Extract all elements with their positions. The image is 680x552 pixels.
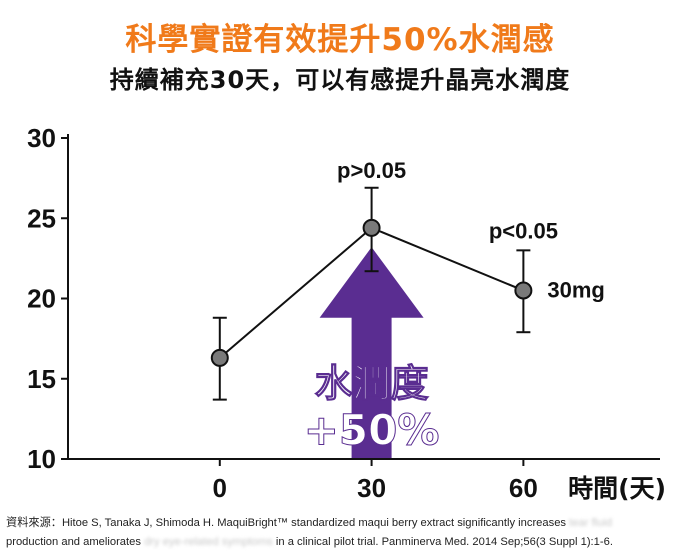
data-point [362,218,381,237]
annotation-p-30: p>0.05 [337,158,406,183]
x-tick-label: 0 [213,473,227,503]
page-title: 科學實證有效提升50%水潤感 [125,22,555,58]
annotation-p-60: p<0.05 [489,218,558,243]
series-label: 30mg [547,277,604,302]
y-tick-label: 25 [27,203,56,233]
x-tick-label: 60 [509,473,538,503]
data-point [210,348,229,367]
data-point [514,281,533,300]
x-tick-label: 30 [357,473,386,503]
growth-arrow [319,247,424,459]
arrow-label-percent: +50% [304,406,440,455]
x-axis-label: 時間(天) [568,474,666,503]
arrow-label-moisture: 水潤度 [315,361,429,405]
y-tick-label: 20 [27,284,56,314]
y-tick-label: 30 [27,123,56,153]
y-tick-label: 10 [27,444,56,474]
source-text-2: production and ameliorates [6,536,141,548]
source-text-3: in a clinical pilot trial. Panminerva Me… [275,536,613,548]
source-text-1: 資料來源：Hitoe S, Tanaka J, Shimoda H. Maqui… [6,517,567,529]
page-subtitle: 持續補充30天，可以有感提升晶亮水潤度 [109,66,571,94]
source-blurred-2: dry eye-related symptoms [144,536,273,548]
y-tick-label: 15 [27,364,56,394]
source-citation: 資料來源：Hitoe S, Tanaka J, Shimoda H. Maqui… [6,514,674,552]
source-blurred-1: tear fluid [569,517,613,529]
